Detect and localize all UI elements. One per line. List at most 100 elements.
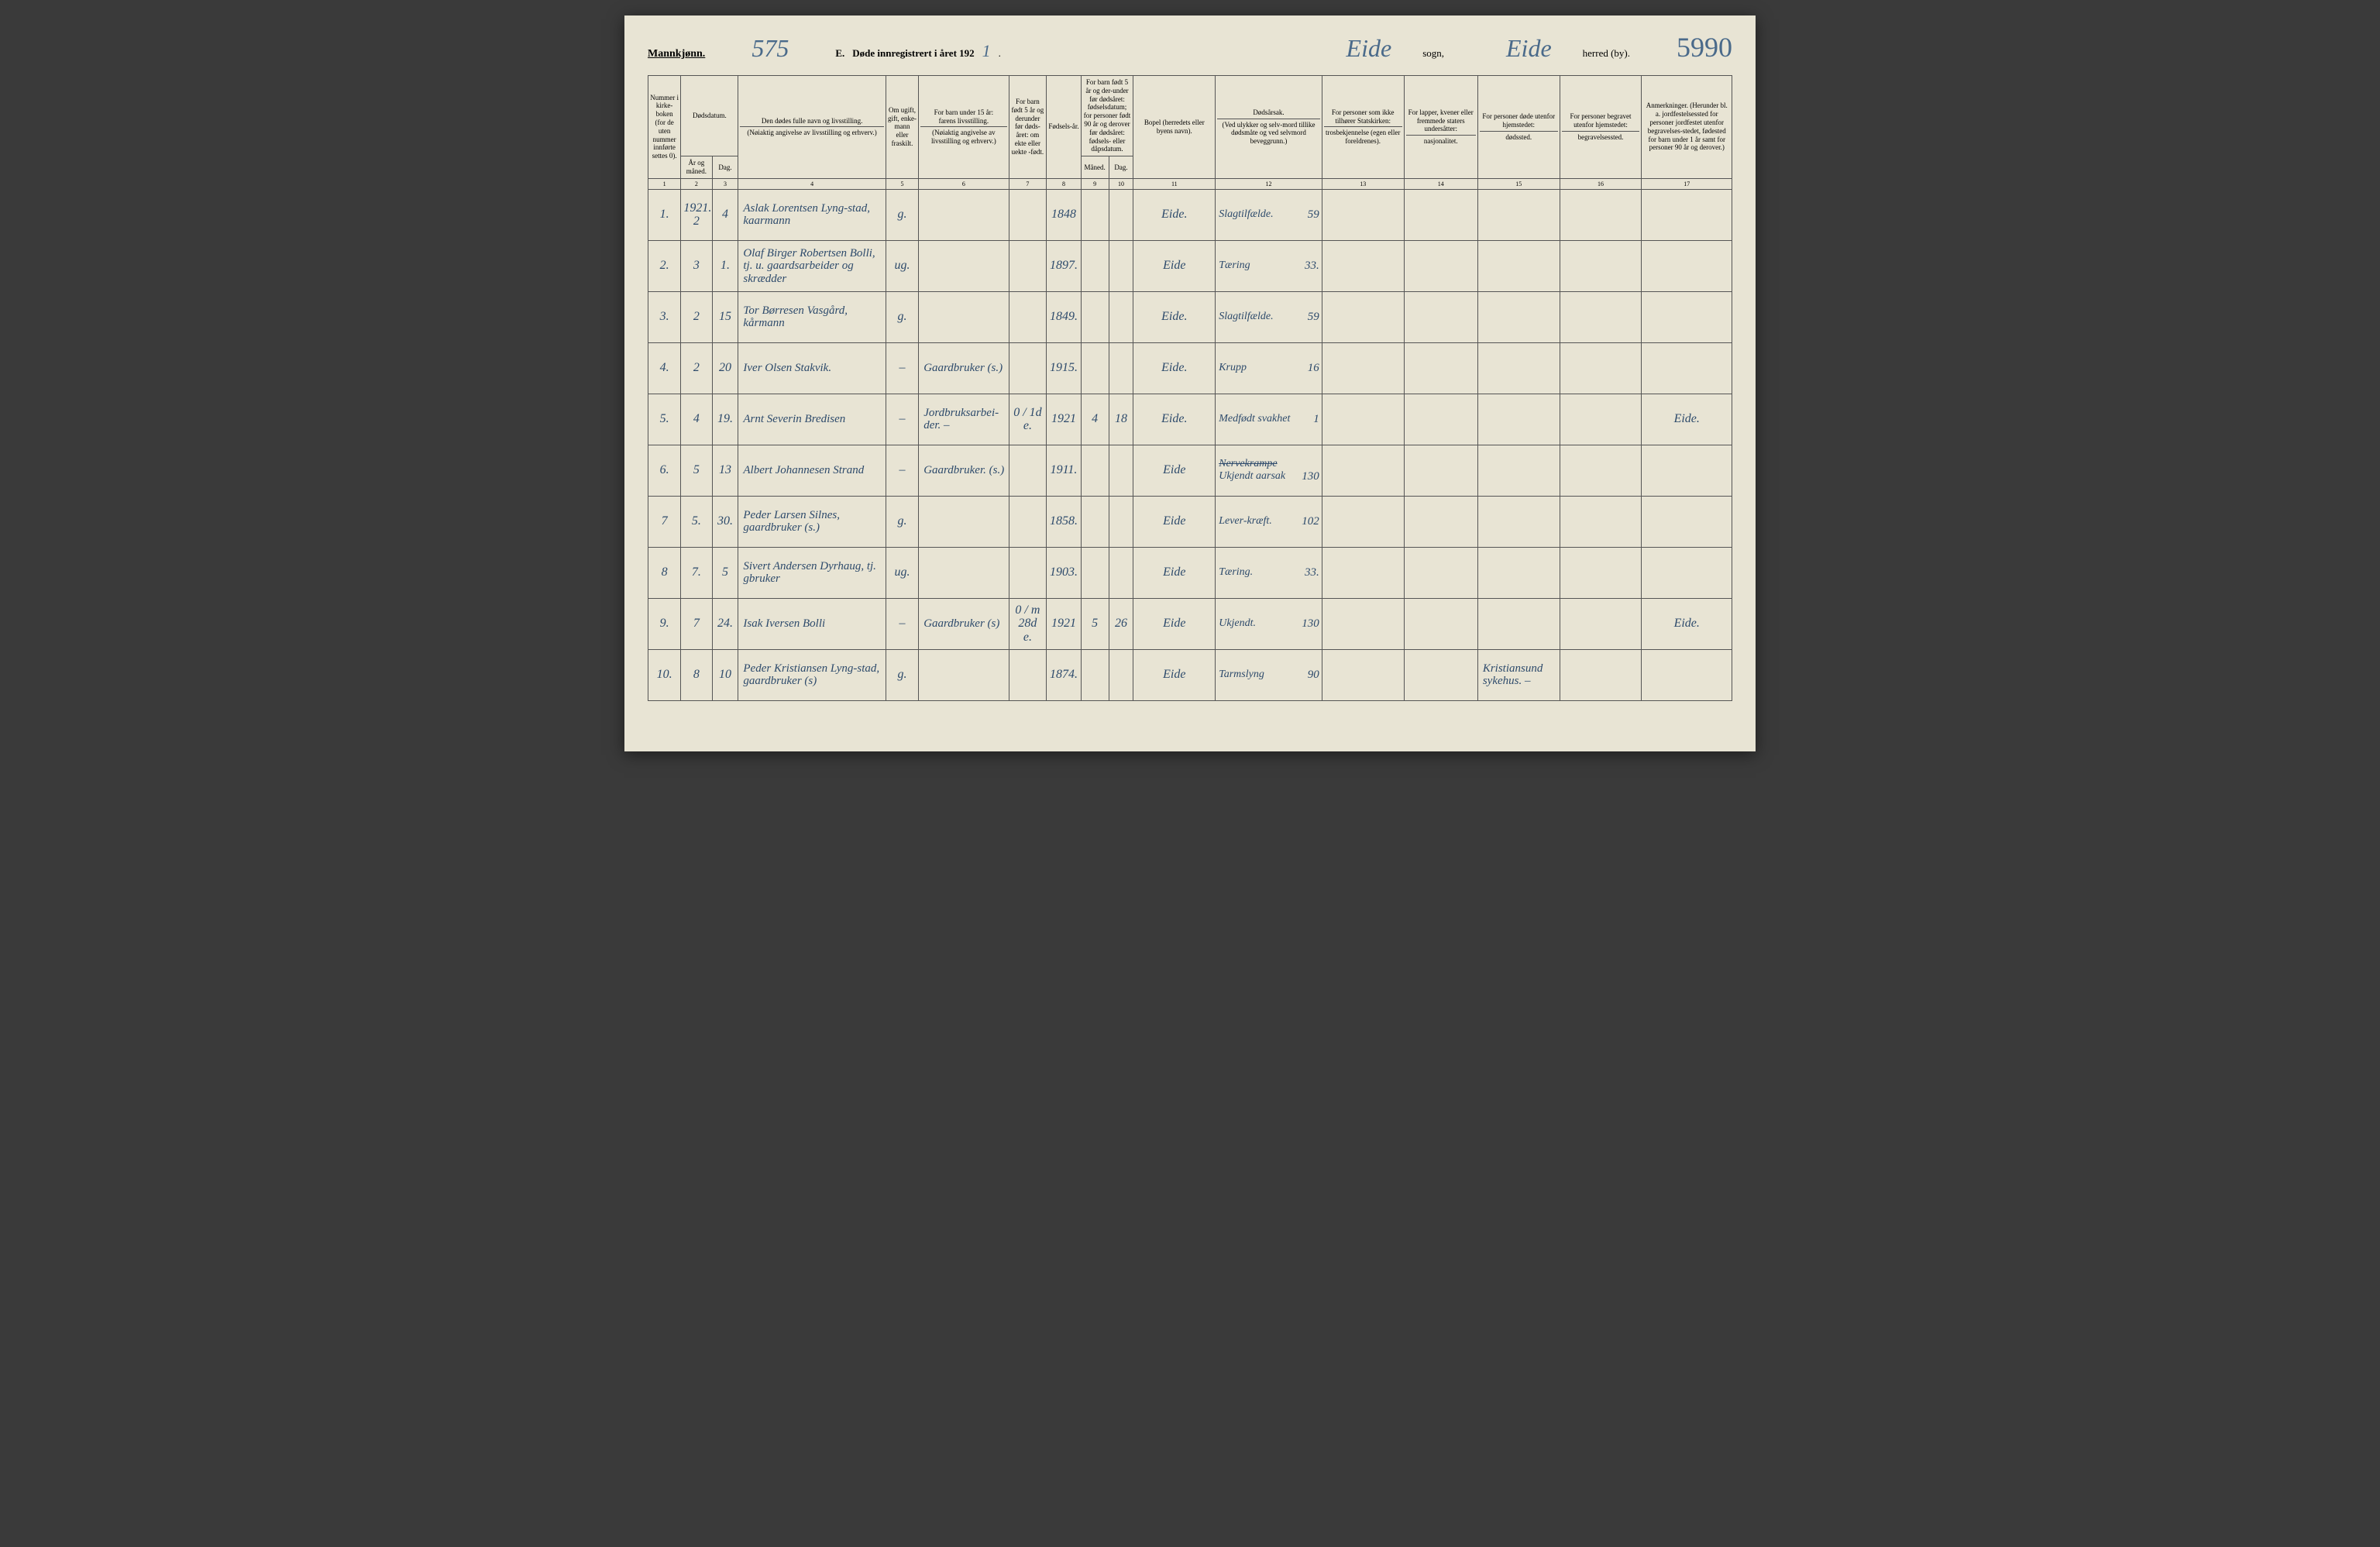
cell — [1560, 649, 1642, 700]
cell: g. — [886, 189, 918, 240]
table-header: Nummer i kirke-boken (for de uten nummer… — [648, 76, 1732, 190]
cell: Peder Larsen Silnes, gaardbruker (s.) — [738, 496, 886, 547]
herred-label: herred (by). — [1583, 47, 1630, 60]
cell: 0 / m 28d e. — [1009, 598, 1047, 649]
col-3-sub: Dag. — [712, 156, 738, 179]
cell: Gaardbruker. (s.) — [919, 445, 1009, 496]
cell: Eide — [1133, 649, 1216, 700]
cell — [1081, 649, 1109, 700]
col-9-sub: Måned. — [1081, 156, 1109, 179]
page-header: Mannkjønn. 575 E. Døde innregistrert i å… — [648, 31, 1732, 64]
cell: – — [886, 445, 918, 496]
cell: 2 — [681, 291, 712, 342]
cell — [1109, 342, 1133, 394]
cell — [1560, 496, 1642, 547]
period: . — [999, 47, 1001, 60]
cell — [1081, 342, 1109, 394]
cell: 5 — [681, 445, 712, 496]
cell — [1560, 240, 1642, 291]
cell — [1404, 189, 1477, 240]
cell — [1642, 342, 1732, 394]
cell: 15 — [712, 291, 738, 342]
cell: Krupp 16 — [1216, 342, 1322, 394]
cell — [1404, 240, 1477, 291]
col-6-header: For barn under 15 år: farens livsstillin… — [919, 76, 1009, 179]
cell — [1560, 291, 1642, 342]
cell: Eide. — [1133, 189, 1216, 240]
cell: 4 — [1081, 394, 1109, 445]
table-row: 3.215Tor Børresen Vasgård, kårmanng.1849… — [648, 291, 1732, 342]
cell: Tor Børresen Vasgård, kårmann — [738, 291, 886, 342]
cell — [1081, 496, 1109, 547]
sogn-hand: Eide — [1346, 34, 1392, 63]
cell — [1322, 394, 1404, 445]
cell — [1081, 547, 1109, 598]
cell — [1642, 547, 1732, 598]
cell: g. — [886, 496, 918, 547]
cell — [1081, 189, 1109, 240]
cell: – — [886, 394, 918, 445]
cell — [1009, 189, 1047, 240]
cell: Tæring 33. — [1216, 240, 1322, 291]
herred-hand: Eide — [1506, 34, 1552, 63]
table-row: 10.810Peder Kristiansen Lyng-stad, gaard… — [648, 649, 1732, 700]
cell: 1921 — [1047, 394, 1081, 445]
cell — [1642, 496, 1732, 547]
cell: 2 — [681, 342, 712, 394]
col-9-10-header: For barn født 5 år og der-under før døds… — [1081, 76, 1133, 156]
cell: Slagtilfælde. 59 — [1216, 291, 1322, 342]
col-2-sub: År og måned. — [681, 156, 712, 179]
cell — [1322, 649, 1404, 700]
cell: Arnt Severin Bredisen — [738, 394, 886, 445]
cell — [1109, 496, 1133, 547]
cell: Lever-kræft. 102 — [1216, 496, 1322, 547]
cell — [1642, 445, 1732, 496]
cell: 0 / 1d e. — [1009, 394, 1047, 445]
cell — [1560, 598, 1642, 649]
cell — [1477, 598, 1560, 649]
cell — [1109, 291, 1133, 342]
table-row: 4.220Iver Olsen Stakvik.–Gaardbruker (s.… — [648, 342, 1732, 394]
cell — [1009, 649, 1047, 700]
cell — [1009, 445, 1047, 496]
col-13-header: For personer som ikke tilhører Statskirk… — [1322, 76, 1404, 179]
cell: 10. — [648, 649, 681, 700]
cell — [1404, 394, 1477, 445]
table-row: 1.1921. 24Aslak Lorentsen Lyng-stad, kaa… — [648, 189, 1732, 240]
cell — [1560, 342, 1642, 394]
cell — [919, 496, 1009, 547]
cell: 3. — [648, 291, 681, 342]
cell — [1404, 649, 1477, 700]
cell — [1081, 445, 1109, 496]
cell — [1560, 394, 1642, 445]
cell — [1560, 189, 1642, 240]
table-body: 1.1921. 24Aslak Lorentsen Lyng-stad, kaa… — [648, 189, 1732, 700]
register-page: Mannkjønn. 575 E. Døde innregistrert i å… — [624, 15, 1756, 751]
col-17-header: Anmerkninger. (Herunder bl. a. jordfeste… — [1642, 76, 1732, 179]
cell: g. — [886, 291, 918, 342]
col-8-header: Fødsels-år. — [1047, 76, 1081, 179]
table-row: 6.513Albert Johannesen Strand–Gaardbruke… — [648, 445, 1732, 496]
cell: Gaardbruker (s.) — [919, 342, 1009, 394]
cell — [1109, 189, 1133, 240]
cell — [1009, 291, 1047, 342]
cell: 30. — [712, 496, 738, 547]
cell: – — [886, 598, 918, 649]
cell: 1848 — [1047, 189, 1081, 240]
cell: 6. — [648, 445, 681, 496]
cell — [1009, 240, 1047, 291]
cell: Eide — [1133, 598, 1216, 649]
year-hand: 1 — [982, 41, 991, 61]
cell — [1477, 547, 1560, 598]
cell — [1642, 189, 1732, 240]
cell: 3 — [681, 240, 712, 291]
cell: 7 — [681, 598, 712, 649]
cell: Gaardbruker (s) — [919, 598, 1009, 649]
cell: Slagtilfælde. 59 — [1216, 189, 1322, 240]
cell: NervekrampeUkjendt aarsak 130 — [1216, 445, 1322, 496]
cell: Olaf Birger Robertsen Bolli, tj. u. gaar… — [738, 240, 886, 291]
cell: 1915. — [1047, 342, 1081, 394]
cell — [1322, 189, 1404, 240]
cell — [1322, 547, 1404, 598]
cell: Eide. — [1642, 394, 1732, 445]
